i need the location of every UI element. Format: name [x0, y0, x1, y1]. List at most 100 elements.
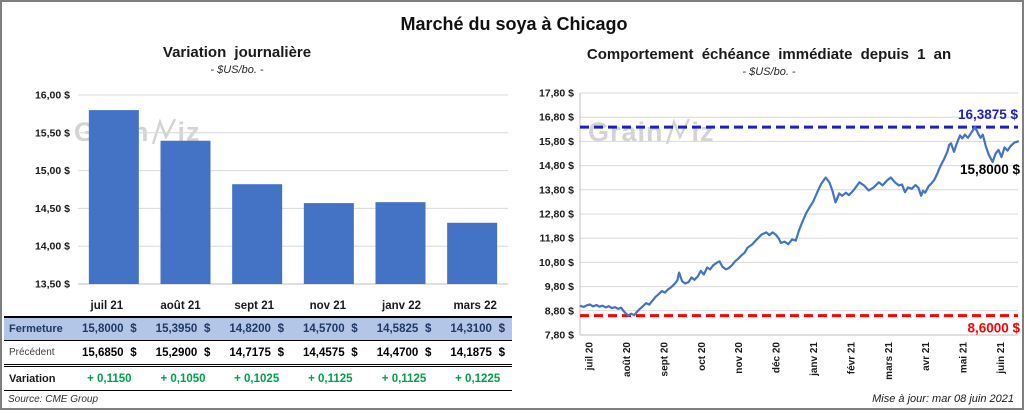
- cell-value: + 0,1050: [160, 372, 206, 385]
- cell-value: + 0,1150: [87, 372, 132, 385]
- y-axis-label: 12,80 $: [539, 209, 574, 221]
- cell-unit: $: [277, 346, 285, 359]
- category-label: mars 22: [453, 300, 497, 312]
- update-note: Mise à jour: mar 08 juin 2021: [872, 393, 1014, 405]
- table-cell: 14,4700 $: [365, 347, 439, 359]
- table-cell: 14,5700 $: [291, 323, 365, 335]
- bar-mars-22: [447, 222, 498, 284]
- cell-unit: $: [130, 346, 137, 359]
- row-label: Précédent: [9, 347, 55, 358]
- y-axis-label: 13,80 $: [539, 184, 574, 196]
- y-axis-label: 14,00 $: [35, 241, 70, 253]
- cell-value: 15,2900: [155, 346, 198, 359]
- bar-janv-22: [375, 202, 426, 284]
- y-axis-label: 13,50 $: [35, 279, 70, 291]
- cell-unit: $: [498, 346, 506, 359]
- table-cell: 14,3100 $: [438, 323, 512, 335]
- cell-value: + 0,1025: [234, 372, 280, 385]
- cell-value: 14,5700: [303, 323, 345, 335]
- y-axis-label: 11,80 $: [540, 233, 575, 245]
- x-axis-label: janv 21: [809, 342, 820, 377]
- table-cell: 15,3950 $: [144, 323, 218, 335]
- cell-value: 15,8000: [82, 323, 124, 335]
- category-label: sept 21: [234, 300, 274, 312]
- bar-chart-category-axis: juil 21 août 21 sept 21 nov 21 janv 22 mars 2…: [4, 296, 512, 316]
- cell-value: 14,7175: [229, 346, 271, 359]
- cell-value: + 0,1125: [308, 372, 353, 385]
- cell-unit: $: [203, 323, 211, 335]
- daily-variation-bar-chart: 16,00 $ 15,50 $ 15,00 $ 14,50 $ 14,00 $ 13,50…: [35, 90, 508, 291]
- table-row-variation: Variation + 0,1150 + 0,1050 + 0,1025 + 0,112…: [4, 367, 512, 391]
- category-label: août 21: [160, 300, 201, 312]
- x-axis-label: juil 20: [585, 342, 596, 372]
- line-chart-subtitle: - $US/bo. -: [742, 66, 796, 78]
- last-price-label: 15,8000 $: [960, 162, 1021, 177]
- table-cell: + 0,1050: [144, 373, 218, 385]
- x-axis-label: févr 21: [846, 342, 857, 375]
- cell-value: 14,1875: [450, 346, 492, 359]
- table-cell: 14,8200 $: [217, 323, 291, 335]
- cell-value: 14,4700: [376, 346, 419, 359]
- bar-août-21: [160, 140, 211, 284]
- cell-unit: $: [424, 346, 432, 359]
- front-month-line-chart: 17,80 $ 16,80 $ 15,80 $ 14,80 $ 13,80 $ 12,80…: [539, 88, 1021, 380]
- y-axis-label: 16,80 $: [539, 112, 574, 124]
- cell-unit: $: [130, 323, 137, 335]
- table-cell: 15,2900 $: [144, 347, 218, 359]
- y-axis-label: 15,80 $: [539, 136, 574, 148]
- y-axis-label: 14,50 $: [35, 203, 70, 215]
- x-axis-label: mai 21: [959, 342, 970, 374]
- cell-unit: $: [498, 323, 506, 335]
- table-cell: + 0,1125: [365, 373, 439, 385]
- table-cell: 14,4575 $: [291, 347, 365, 359]
- y-axis-label: 14,80 $: [539, 160, 574, 172]
- cell-value: 14,4575: [303, 346, 345, 359]
- cell-value: 15,3950: [155, 323, 198, 335]
- max-value-label: 16,3875 $: [958, 107, 1019, 122]
- table-cell: 14,5825 $: [365, 323, 439, 335]
- cell-value: + 0,1125: [381, 372, 427, 385]
- bar-chart-subtitle: - $US/bo. -: [210, 64, 264, 76]
- cell-value: 14,5825: [376, 323, 419, 335]
- table-cell: 14,7175 $: [217, 347, 291, 359]
- y-axis-label: 8,80 $: [545, 305, 574, 317]
- table-row-fermeture: Fermeture 15,8000 $15,3950 $14,8200 $14,5700…: [4, 318, 512, 341]
- x-axis-label: juin 21: [996, 342, 1007, 375]
- bar-chart-title: Variation journalière: [162, 44, 312, 61]
- x-axis-label: août 20: [622, 342, 633, 377]
- row-label: Variation: [9, 372, 56, 385]
- cell-unit: $: [277, 323, 285, 335]
- bar-sept-21: [232, 184, 283, 284]
- x-axis-label: avr 21: [921, 342, 932, 371]
- y-axis-label: 15,50 $: [35, 127, 70, 139]
- table-row-precedent: Précédent 15,6850 $ 15,2900 $14,7175 $14,4575…: [4, 341, 512, 367]
- y-axis-label: 7,80 $: [545, 330, 574, 342]
- table-cell: + 0,1225: [438, 373, 512, 385]
- price-table: Fermeture 15,8000 $15,3950 $14,8200 $14,5700…: [4, 316, 512, 391]
- min-value-label: 8,6000 $: [967, 321, 1020, 336]
- cell-value: 14,3100: [450, 323, 492, 335]
- source-note: Source: CME Group: [8, 394, 99, 405]
- category-label: juil 21: [90, 300, 124, 312]
- bar-nov-21: [303, 203, 354, 284]
- y-axis-label: 10,80 $: [539, 257, 574, 269]
- cell-unit: $: [351, 323, 358, 335]
- table-cell: 14,1875 $: [438, 347, 512, 359]
- table-cell: + 0,1025: [217, 373, 291, 385]
- table-cell: + 0,1125: [291, 373, 365, 385]
- x-axis-label: nov 20: [734, 342, 745, 374]
- x-axis-label: mars 21: [884, 342, 895, 380]
- y-axis-label: 16,00 $: [35, 90, 70, 102]
- table-cell: 15,8000 $: [70, 323, 144, 335]
- cell-unit: $: [351, 346, 358, 359]
- bar-juil-21: [88, 110, 139, 285]
- cell-unit: $: [203, 346, 211, 359]
- y-axis-label: 17,80 $: [539, 88, 574, 100]
- category-label: nov 21: [309, 300, 347, 312]
- cell-unit: $: [424, 323, 432, 335]
- page-title: Marché du soya à Chicago: [400, 14, 628, 34]
- y-axis-label: 9,80 $: [545, 281, 574, 293]
- table-cell: 15,6850 $: [70, 347, 144, 359]
- price-line-series: [579, 125, 1020, 317]
